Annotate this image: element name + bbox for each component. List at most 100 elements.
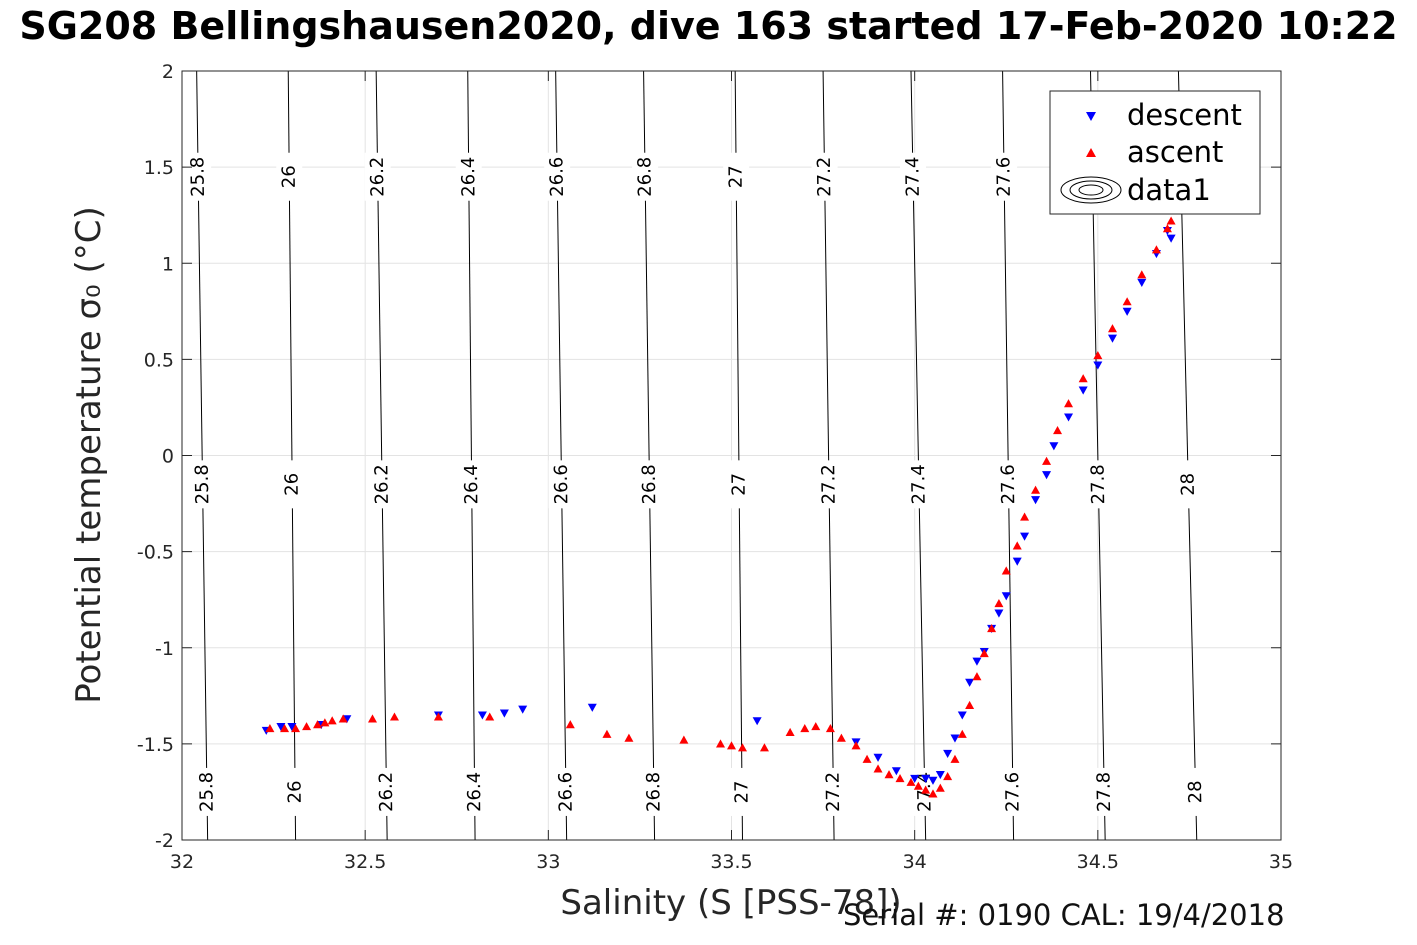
isopycnal-label: 26.6 xyxy=(555,772,577,812)
axis-ticks: 32 32.5 33 33.5 34 34.5 35 -2 -1.5 -1 -0.5 0 0.5 1 1.5… xyxy=(137,61,1293,873)
isopycnal-label: 26 xyxy=(282,473,303,496)
point-ascent xyxy=(950,754,960,763)
point-ascent xyxy=(1031,485,1041,494)
point-ascent xyxy=(895,773,905,783)
isopycnal-label: 27.4 xyxy=(902,157,924,197)
x-tick-label: 33.5 xyxy=(710,851,752,873)
point-descent xyxy=(1012,557,1022,566)
point-ascent xyxy=(716,739,726,748)
point-ascent xyxy=(851,741,861,750)
isopycnal-label-bg xyxy=(815,460,842,509)
point-ascent xyxy=(1042,456,1052,465)
isopycnal-label: 26.2 xyxy=(367,157,389,197)
y-tick-label: 1 xyxy=(162,253,174,275)
point-descent xyxy=(1137,278,1147,287)
point-descent xyxy=(965,678,975,687)
isopycnal-label: 27.8 xyxy=(1093,772,1115,812)
point-descent xyxy=(1031,496,1041,505)
point-ascent xyxy=(1020,512,1030,521)
point-ascent xyxy=(979,649,989,658)
point-ascent xyxy=(338,714,348,723)
isopycnal-label-bg xyxy=(276,152,303,201)
isopycnal-label-bg xyxy=(900,152,927,201)
isopycnal-label: 27.6 xyxy=(1002,772,1024,812)
point-descent xyxy=(957,711,967,720)
isopycnal-label: 26.4 xyxy=(461,464,482,504)
point-ascent xyxy=(906,777,916,786)
point-ascent xyxy=(679,735,689,744)
isopycnal-label: 26.6 xyxy=(546,157,568,197)
legend-contour-icon xyxy=(1060,176,1122,204)
point-ascent xyxy=(884,770,894,779)
legend-label-data1: data1 xyxy=(1127,173,1211,207)
isopycnal-label: 27.8 xyxy=(1088,464,1110,504)
point-ascent xyxy=(913,781,923,790)
point-ascent xyxy=(1064,399,1074,408)
point-ascent xyxy=(1137,270,1147,279)
isopycnal-label-bg xyxy=(544,152,571,201)
isopycnal-label-bg xyxy=(373,767,400,816)
legend-label-ascent: ascent xyxy=(1127,135,1223,169)
isopycnal-label: 27 xyxy=(728,473,749,496)
point-ascent xyxy=(291,723,301,733)
point-ascent xyxy=(1053,426,1063,435)
isopycnal-label-bg xyxy=(279,460,306,509)
x-axis-label: Salinity (S [PSS-78]) xyxy=(560,883,901,923)
point-ascent xyxy=(943,772,953,781)
x-tick-label: 32 xyxy=(170,851,194,873)
point-ascent xyxy=(485,712,495,721)
legend-marker-descent xyxy=(1086,112,1096,121)
isopycnal-label: 26.8 xyxy=(643,772,665,812)
isopycnal-label-bg xyxy=(811,152,838,201)
point-ascent xyxy=(389,712,399,721)
point-descent xyxy=(943,749,953,758)
point-ascent xyxy=(624,733,634,742)
point-ascent xyxy=(1162,224,1172,233)
x-tick-label: 32.5 xyxy=(344,851,386,873)
point-ascent xyxy=(987,624,997,633)
y-tick-label: 0 xyxy=(162,446,174,468)
y-tick-label: 1.5 xyxy=(144,157,174,179)
point-descent xyxy=(587,703,597,712)
point-ascent xyxy=(737,743,747,752)
point-ascent xyxy=(800,723,810,733)
point-ascent xyxy=(565,720,575,729)
point-ascent xyxy=(785,727,795,736)
isopycnal-label-bg xyxy=(548,460,575,509)
point-descent xyxy=(1042,471,1052,480)
point-descent xyxy=(1093,361,1103,370)
legend-marker-ascent xyxy=(1086,148,1096,157)
point-ascent xyxy=(1093,351,1103,360)
point-descent xyxy=(1122,307,1132,316)
isopycnal-label: 25.8 xyxy=(187,157,209,197)
legend-label-descent: descent xyxy=(1127,98,1242,132)
point-ascent xyxy=(921,785,931,794)
point-descent xyxy=(935,771,945,780)
isopycnal-label-bg xyxy=(729,767,756,816)
isopycnal-label: 26 xyxy=(279,165,300,188)
isopycnal-label-bg xyxy=(458,460,485,509)
isopycnal-label: 26.8 xyxy=(634,157,656,197)
isopycnal-label-bg xyxy=(185,152,212,201)
isopycnal-label-bg xyxy=(1175,460,1202,509)
isopycnal-label-bg xyxy=(461,767,488,816)
point-descent xyxy=(994,609,1004,618)
point-ascent xyxy=(957,729,967,738)
isopycnal-label-bg xyxy=(1182,767,1209,816)
y-tick-label: -1 xyxy=(155,638,174,660)
point-descent xyxy=(910,774,920,783)
isopycnal-label: 25.8 xyxy=(192,464,214,504)
isopycnal-label: 27.6 xyxy=(993,157,1015,197)
y-tick-label: -1.5 xyxy=(137,734,174,756)
isopycnal-label: 26.6 xyxy=(551,464,573,504)
legend: descent ascent data1 xyxy=(1049,90,1261,215)
isopycnal-label: 26.8 xyxy=(639,464,661,504)
point-ascent xyxy=(1122,297,1132,306)
isopycnal-label-bg xyxy=(189,460,216,509)
point-descent xyxy=(972,657,982,666)
isopycnal-label-bg xyxy=(999,767,1026,816)
x-tick-label: 34.5 xyxy=(1077,851,1119,873)
point-ascent xyxy=(836,733,846,742)
serial-footer: Serial #: 0190 CAL: 19/4/2018 xyxy=(843,898,1285,932)
isopycnal-label-bg xyxy=(552,767,579,816)
